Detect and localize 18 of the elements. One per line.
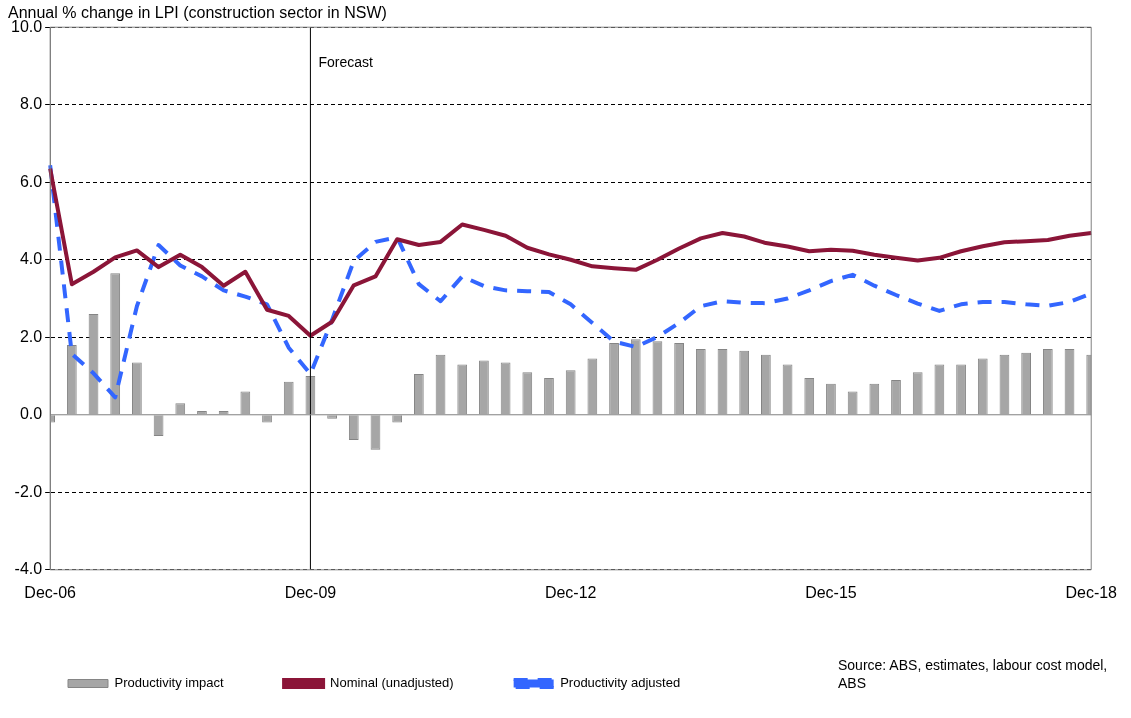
y-tick-label: 0.0 xyxy=(19,405,43,423)
ref-line-label: Forecast xyxy=(318,54,373,71)
legend-label: Productivity adjusted xyxy=(560,675,681,691)
y-tick-label: -4.0 xyxy=(14,560,43,578)
y-tick-label: 4.0 xyxy=(19,250,43,268)
source-note: Source: ABS, estimates, labour cost model, ABS xyxy=(838,656,1109,692)
x-tick-label: Dec-09 xyxy=(284,583,337,601)
y-tick-label: 6.0 xyxy=(19,172,43,190)
y-tick-label: 2.0 xyxy=(19,327,43,345)
legend-label: Nominal (unadjusted) xyxy=(330,675,454,691)
x-tick-label: Dec-15 xyxy=(805,583,857,601)
legend-label: Productivity impact xyxy=(114,675,224,691)
x-tick-label: Dec-18 xyxy=(1065,583,1118,601)
y-tick-label: 10.0 xyxy=(11,17,43,35)
y-tick-label: -2.0 xyxy=(14,482,43,500)
x-tick-label: Dec-06 xyxy=(24,583,77,601)
y-tick-label: 8.0 xyxy=(19,95,43,113)
x-tick-label: Dec-12 xyxy=(544,583,597,601)
